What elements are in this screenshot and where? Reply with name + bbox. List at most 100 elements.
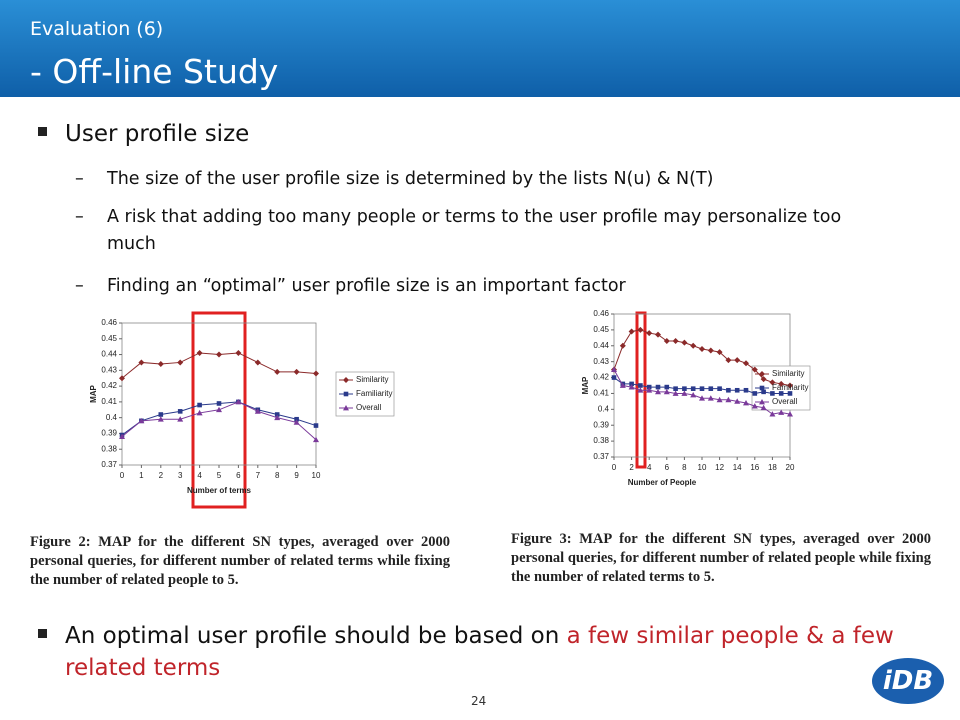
marker <box>138 359 145 366</box>
marker <box>157 361 164 368</box>
marker <box>672 390 679 396</box>
marker <box>769 411 776 417</box>
y-tick-label: 0.46 <box>593 309 609 318</box>
marker <box>628 384 635 390</box>
header-bar: Evaluation (6) - Off-line Study <box>0 0 960 97</box>
x-tick-label: 2 <box>629 463 634 472</box>
marker <box>725 357 732 364</box>
y-tick-label: 0.44 <box>101 350 117 359</box>
y-axis-label: MAP <box>581 376 590 394</box>
marker <box>294 416 299 422</box>
marker <box>157 416 164 422</box>
marker <box>138 417 145 424</box>
y-tick-label: 0.41 <box>101 397 117 406</box>
sub-bullet-text: The size of the user profile size is det… <box>107 169 714 189</box>
marker <box>707 395 714 401</box>
marker <box>177 416 184 422</box>
x-tick-label: 7 <box>256 471 261 480</box>
marker <box>761 389 766 395</box>
marker <box>343 405 349 411</box>
bullet-highlight: a few similar people & a few related ter… <box>65 623 894 681</box>
y-axis-label: MAP <box>89 384 98 402</box>
y-tick-label: 0.43 <box>101 365 117 374</box>
marker <box>759 399 765 405</box>
marker <box>177 359 184 366</box>
marker <box>619 382 626 388</box>
x-tick-label: 10 <box>698 463 707 472</box>
marker <box>313 423 319 428</box>
bullet: User profile size <box>38 118 249 150</box>
marker <box>119 433 125 439</box>
marker <box>743 399 749 406</box>
marker <box>682 386 687 391</box>
y-tick-label: 0.38 <box>593 436 609 445</box>
marker <box>681 339 688 346</box>
marker <box>216 401 222 406</box>
marker <box>313 370 319 377</box>
marker <box>274 414 281 421</box>
title: Evaluation (6) <box>30 18 164 40</box>
marker <box>646 384 652 390</box>
marker <box>629 381 634 387</box>
marker <box>646 387 653 393</box>
y-tick-label: 0.44 <box>593 341 609 350</box>
marker <box>743 387 749 393</box>
y-tick-label: 0.37 <box>593 452 609 461</box>
marker <box>725 396 732 403</box>
x-tick-label: 9 <box>294 471 299 480</box>
x-tick-label: 6 <box>665 463 670 472</box>
sub-bullet: – Finding an “optimal” user profile size … <box>75 273 875 300</box>
marker <box>716 396 723 403</box>
y-tick-label: 0.39 <box>593 420 609 429</box>
marker <box>216 351 222 358</box>
marker <box>690 386 696 391</box>
x-tick-label: 16 <box>750 463 759 472</box>
marker <box>769 379 776 386</box>
marker <box>664 384 670 390</box>
marker <box>637 326 644 333</box>
marker <box>216 406 222 413</box>
bullet: An optimal user profile should be based … <box>38 620 938 684</box>
marker <box>759 371 765 377</box>
marker <box>119 375 125 382</box>
marker <box>196 349 203 356</box>
marker <box>293 368 300 375</box>
marker <box>778 409 785 415</box>
marker <box>235 398 242 405</box>
legend-label: Similarity <box>772 369 804 378</box>
marker <box>787 391 793 396</box>
y-tick-label: 0.41 <box>593 389 609 398</box>
marker <box>274 412 280 417</box>
marker <box>690 342 697 349</box>
marker <box>254 408 261 414</box>
marker <box>611 375 617 380</box>
y-tick-label: 0.4 <box>598 404 610 413</box>
marker <box>254 359 261 366</box>
logo: iDB <box>872 658 944 704</box>
marker <box>760 404 767 411</box>
marker <box>717 386 722 391</box>
marker <box>663 338 670 345</box>
x-tick-label: 20 <box>786 463 795 472</box>
x-tick-label: 6 <box>236 471 241 480</box>
x-tick-label: 10 <box>312 471 321 480</box>
y-tick-label: 0.38 <box>101 444 117 453</box>
x-tick-label: 8 <box>275 471 280 480</box>
marker <box>778 380 785 387</box>
legend-label: Familiarity <box>772 383 808 392</box>
marker <box>752 391 758 396</box>
x-tick-label: 0 <box>612 463 617 472</box>
marker <box>343 377 349 383</box>
marker <box>787 382 793 389</box>
marker <box>646 330 653 337</box>
y-tick-label: 0.42 <box>593 373 609 382</box>
y-tick-label: 0.4 <box>106 413 118 422</box>
x-tick-label: 4 <box>647 463 652 472</box>
marker <box>196 409 203 416</box>
y-tick-label: 0.46 <box>101 318 117 327</box>
subtitle: - Off-line Study <box>30 52 279 91</box>
legend-label: Overall <box>356 403 382 412</box>
marker <box>673 386 678 391</box>
legend-label: Overall <box>772 397 798 406</box>
